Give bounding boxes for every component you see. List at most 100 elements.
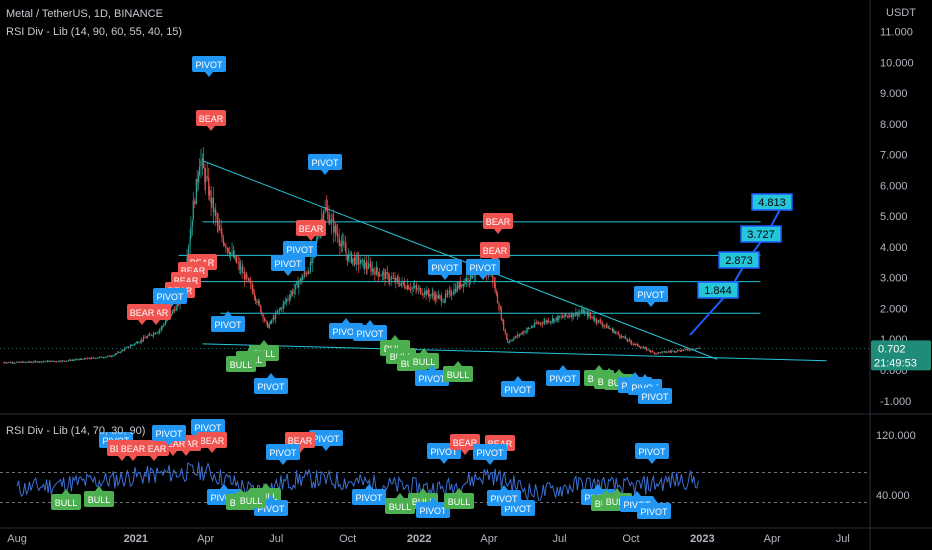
candle-body bbox=[28, 361, 30, 363]
bear-label-pointer bbox=[494, 229, 502, 234]
pivot-label: PIVOT bbox=[428, 259, 462, 280]
candle-body bbox=[627, 339, 629, 341]
bear-label-pointer bbox=[129, 456, 137, 461]
time-tick-label: 2023 bbox=[690, 533, 714, 545]
candle-body bbox=[256, 300, 258, 303]
candle-body bbox=[171, 310, 173, 315]
candle-body bbox=[150, 334, 152, 336]
candle-body bbox=[189, 237, 191, 247]
candle-body bbox=[540, 322, 542, 324]
candle-body bbox=[308, 271, 310, 273]
pivot-label-text: PIVOT bbox=[194, 423, 222, 433]
candle-body bbox=[595, 318, 597, 322]
candle-body bbox=[210, 190, 212, 204]
candle-body bbox=[434, 295, 436, 300]
bull-label: BULL bbox=[444, 488, 474, 509]
pivot-label-text: PIVOT bbox=[269, 448, 297, 458]
candle-body bbox=[360, 259, 362, 264]
candle-body bbox=[388, 273, 390, 281]
candle-body bbox=[359, 263, 361, 265]
candle-body bbox=[293, 289, 295, 294]
candle-body bbox=[170, 314, 173, 316]
bear-label-pointer bbox=[208, 448, 216, 453]
candle-body bbox=[564, 313, 566, 317]
pivot-label: PIVOT bbox=[254, 373, 288, 394]
candle-body bbox=[378, 272, 380, 276]
candle-body bbox=[498, 303, 500, 310]
candle-body bbox=[527, 328, 529, 331]
candle-body bbox=[107, 356, 109, 358]
candle-body bbox=[472, 276, 474, 278]
candle-body bbox=[569, 315, 571, 317]
candle-body bbox=[549, 321, 551, 323]
candle-body bbox=[350, 252, 353, 263]
pivot-label-box bbox=[266, 444, 300, 460]
pivot-label-box bbox=[501, 381, 535, 397]
candle-body bbox=[260, 305, 262, 312]
candle-body bbox=[651, 351, 653, 353]
candle-body bbox=[242, 272, 244, 274]
candle-body bbox=[574, 315, 576, 317]
bull-label-pointer bbox=[397, 343, 405, 348]
candle-body bbox=[56, 361, 58, 363]
candle-body bbox=[695, 348, 697, 350]
candle-body bbox=[86, 358, 88, 360]
candle-body bbox=[304, 272, 306, 274]
candle-body bbox=[384, 272, 386, 279]
candle-body bbox=[347, 254, 350, 261]
bull-label-text: BULL bbox=[448, 497, 471, 507]
time-tick-label: 2022 bbox=[407, 533, 431, 545]
candle-body bbox=[43, 361, 45, 363]
candle-body bbox=[590, 315, 592, 317]
pivot-label-text: PIVOT bbox=[286, 245, 314, 255]
candle-body bbox=[129, 346, 131, 348]
pivot-label-text: PIVOT bbox=[504, 504, 532, 514]
candle-body bbox=[457, 285, 459, 289]
candle-body bbox=[219, 224, 221, 231]
level-value-text: 2.873 bbox=[725, 255, 753, 267]
candle-body bbox=[49, 360, 51, 362]
candle-body bbox=[134, 343, 136, 345]
pivot-label-text: PIVOT bbox=[549, 374, 577, 384]
candle-body bbox=[200, 160, 202, 167]
pivot-label: PIVOT bbox=[637, 498, 671, 519]
candle-body bbox=[309, 261, 312, 273]
time-tick-label: Apr bbox=[764, 533, 781, 545]
candle-body bbox=[394, 277, 396, 282]
candle-body bbox=[672, 350, 674, 352]
candle-body bbox=[128, 346, 130, 348]
candle-body bbox=[442, 301, 444, 303]
candle-body bbox=[272, 317, 274, 321]
candle-body bbox=[59, 361, 62, 363]
pivot-label-pointer bbox=[267, 373, 275, 378]
candle-body bbox=[525, 330, 527, 333]
candle-body bbox=[80, 358, 82, 360]
candle-body bbox=[465, 277, 468, 283]
candle-body bbox=[65, 360, 67, 362]
candle-body bbox=[499, 309, 502, 311]
pivot-label: PIVOT bbox=[192, 56, 226, 77]
pivot-label-text: PIVOT bbox=[640, 507, 668, 517]
candle-body bbox=[560, 316, 562, 318]
candle-body bbox=[28, 361, 31, 363]
candle-body bbox=[146, 337, 148, 339]
candle-body bbox=[551, 318, 554, 322]
candle-body bbox=[413, 285, 416, 288]
candle-body bbox=[645, 348, 648, 351]
bear-label-box bbox=[296, 220, 326, 236]
candle-body bbox=[254, 296, 256, 301]
candle-body bbox=[101, 356, 103, 358]
candle-body bbox=[697, 348, 699, 350]
pivot-label-text: PIVOT bbox=[356, 329, 384, 339]
candle-body bbox=[214, 210, 216, 212]
candle-body bbox=[111, 355, 113, 357]
candle-body bbox=[12, 362, 14, 364]
candle-body bbox=[103, 357, 105, 359]
candle-body bbox=[191, 220, 194, 227]
candle-body bbox=[36, 361, 38, 363]
candle-body bbox=[510, 340, 513, 342]
candle-body bbox=[264, 318, 266, 320]
bear-label-text: BEAR bbox=[199, 114, 224, 124]
